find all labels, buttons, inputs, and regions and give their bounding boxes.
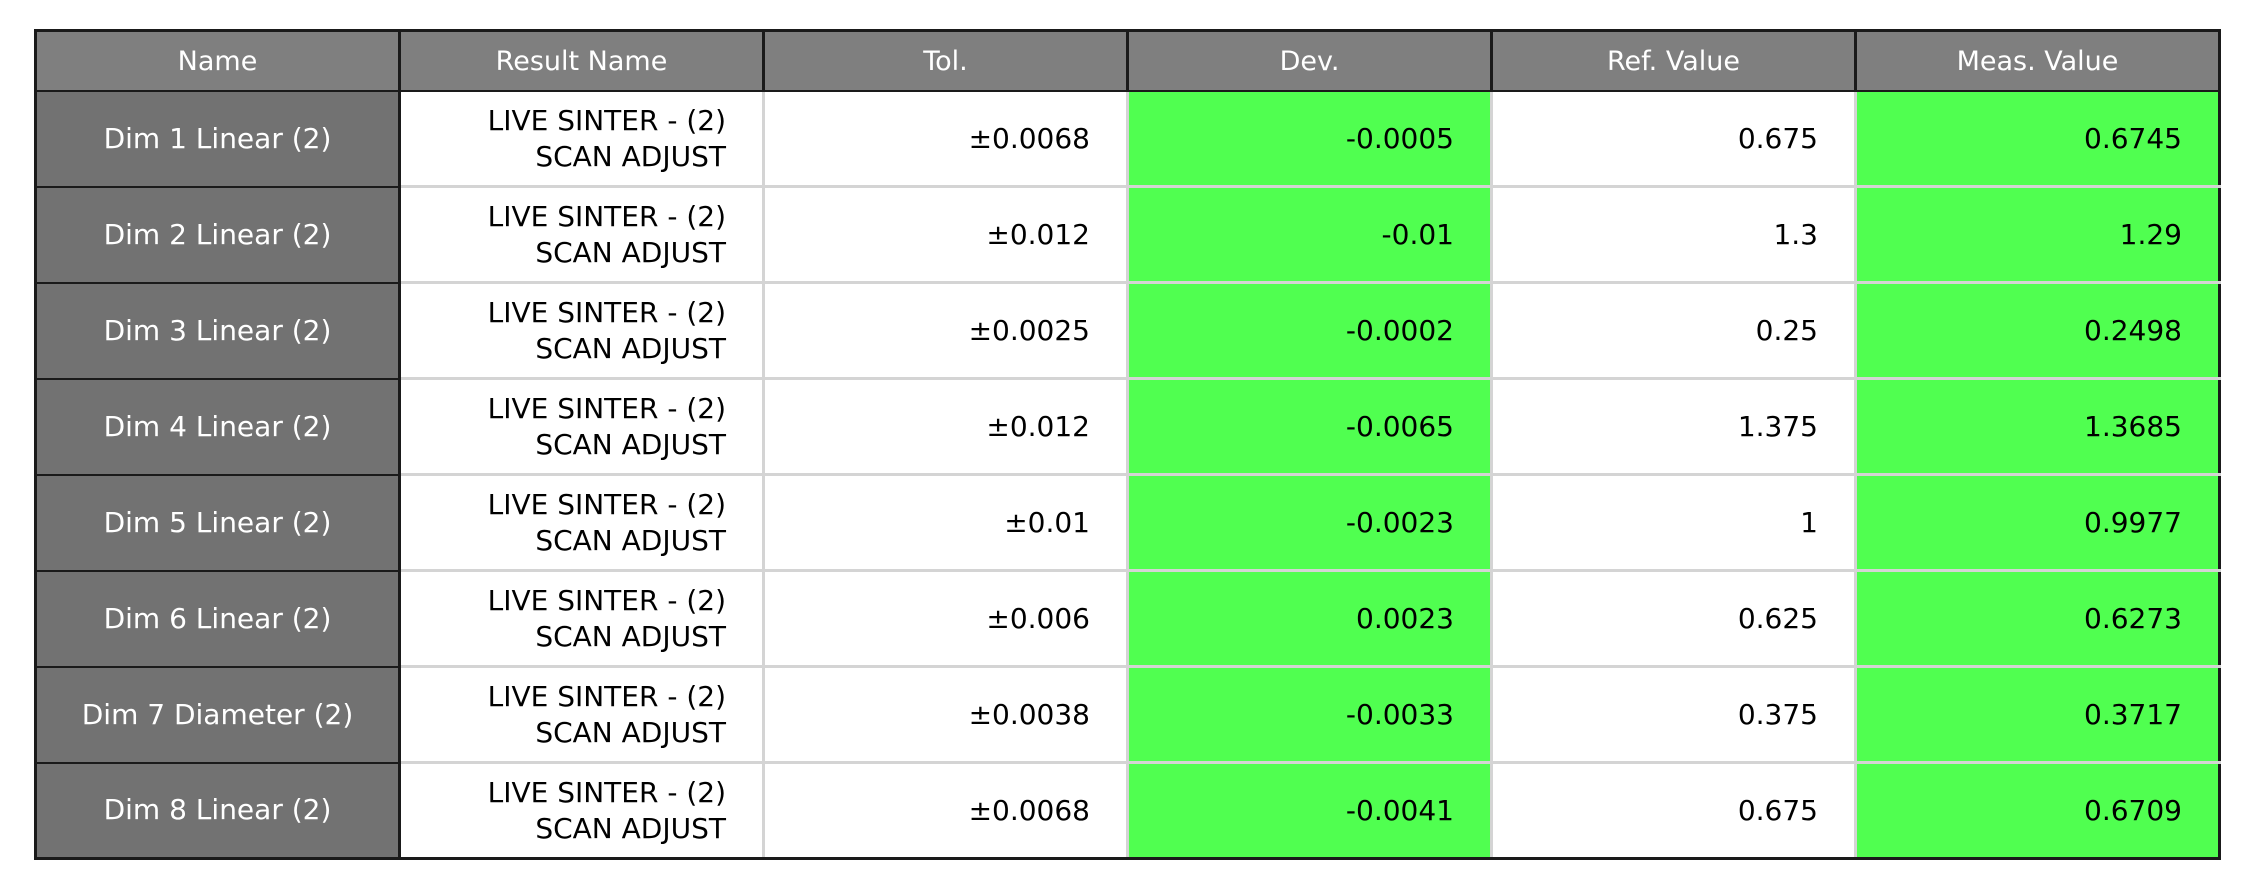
row-name-cell: Dim 4 Linear (2) [34, 378, 401, 476]
result-name-line-2: SCAN ADJUST [535, 139, 726, 173]
result-name-line-1: LIVE SINTER - (2) [487, 199, 726, 233]
row-deviation-cell: -0.01 [1126, 186, 1493, 284]
header-ref-value[interactable]: Ref. Value [1490, 30, 1857, 92]
row-deviation-cell: -0.0041 [1126, 762, 1493, 860]
row-result-name-cell: LIVE SINTER - (2) SCAN ADJUST [398, 91, 765, 188]
row-deviation-cell: -0.0002 [1126, 282, 1493, 380]
table-header: Name Result Name Tol. Dev. Ref. Value Me… [34, 30, 2221, 92]
row-result-name-cell: LIVE SINTER - (2) SCAN ADJUST [398, 378, 765, 476]
row-deviation-cell: -0.0065 [1126, 378, 1493, 476]
result-name-line-2: SCAN ADJUST [535, 331, 726, 365]
row-deviation-cell: -0.0023 [1126, 474, 1493, 572]
table-row[interactable]: Dim 5 Linear (2) LIVE SINTER - (2) SCAN AD… [34, 474, 2221, 572]
row-meas-value-cell: 0.9977 [1854, 474, 2221, 572]
result-name-line-1: LIVE SINTER - (2) [487, 487, 726, 521]
row-tolerance-cell: ±0.0025 [762, 282, 1129, 380]
row-result-name-cell: LIVE SINTER - (2) SCAN ADJUST [398, 666, 765, 764]
row-result-name-cell: LIVE SINTER - (2) SCAN ADJUST [398, 186, 765, 284]
header-row: Name Result Name Tol. Dev. Ref. Value Me… [34, 30, 2221, 92]
row-result-name-cell: LIVE SINTER - (2) SCAN ADJUST [398, 474, 765, 572]
row-tolerance-cell: ±0.0068 [762, 762, 1129, 860]
row-deviation-cell: 0.0023 [1126, 570, 1493, 668]
row-deviation-cell: -0.0005 [1126, 91, 1493, 188]
header-tolerance[interactable]: Tol. [762, 30, 1129, 92]
table-row[interactable]: Dim 3 Linear (2) LIVE SINTER - (2) SCAN AD… [34, 282, 2221, 380]
table-row[interactable]: Dim 2 Linear (2) LIVE SINTER - (2) SCAN AD… [34, 186, 2221, 284]
table-row[interactable]: Dim 7 Diameter (2) LIVE SINTER - (2) SCAN … [34, 666, 2221, 764]
header-meas-value[interactable]: Meas. Value [1854, 30, 2221, 92]
result-name-line-1: LIVE SINTER - (2) [487, 103, 726, 137]
row-name-cell: Dim 8 Linear (2) [34, 762, 401, 860]
row-tolerance-cell: ±0.01 [762, 474, 1129, 572]
results-table: Name Result Name Tol. Dev. Ref. Value Me… [34, 29, 2221, 860]
row-meas-value-cell: 0.6745 [1854, 91, 2221, 188]
row-result-name-cell: LIVE SINTER - (2) SCAN ADJUST [398, 762, 765, 860]
row-tolerance-cell: ±0.012 [762, 378, 1129, 476]
result-name-line-1: LIVE SINTER - (2) [487, 391, 726, 425]
table-body: Dim 1 Linear (2) LIVE SINTER - (2) SCAN AD… [34, 91, 2221, 860]
result-name-line-1: LIVE SINTER - (2) [487, 679, 726, 713]
row-tolerance-cell: ±0.012 [762, 186, 1129, 284]
row-meas-value-cell: 0.6273 [1854, 570, 2221, 668]
row-ref-value-cell: 0.675 [1490, 762, 1857, 860]
row-tolerance-cell: ±0.0038 [762, 666, 1129, 764]
row-ref-value-cell: 0.25 [1490, 282, 1857, 380]
result-name-line-2: SCAN ADJUST [535, 811, 726, 845]
result-name-line-2: SCAN ADJUST [535, 235, 726, 269]
row-meas-value-cell: 0.3717 [1854, 666, 2221, 764]
row-ref-value-cell: 0.625 [1490, 570, 1857, 668]
header-name[interactable]: Name [34, 30, 401, 92]
row-name-cell: Dim 6 Linear (2) [34, 570, 401, 668]
result-name-line-2: SCAN ADJUST [535, 427, 726, 461]
table-row[interactable]: Dim 8 Linear (2) LIVE SINTER - (2) SCAN AD… [34, 762, 2221, 860]
row-ref-value-cell: 1 [1490, 474, 1857, 572]
table-row[interactable]: Dim 6 Linear (2) LIVE SINTER - (2) SCAN AD… [34, 570, 2221, 668]
header-result-name[interactable]: Result Name [398, 30, 765, 92]
row-result-name-cell: LIVE SINTER - (2) SCAN ADJUST [398, 570, 765, 668]
row-ref-value-cell: 1.3 [1490, 186, 1857, 284]
row-name-cell: Dim 2 Linear (2) [34, 186, 401, 284]
row-meas-value-cell: 0.6709 [1854, 762, 2221, 860]
result-name-line-1: LIVE SINTER - (2) [487, 775, 726, 809]
row-meas-value-cell: 1.3685 [1854, 378, 2221, 476]
row-name-cell: Dim 1 Linear (2) [34, 91, 401, 188]
table-row[interactable]: Dim 4 Linear (2) LIVE SINTER - (2) SCAN AD… [34, 378, 2221, 476]
row-name-cell: Dim 3 Linear (2) [34, 282, 401, 380]
row-meas-value-cell: 0.2498 [1854, 282, 2221, 380]
result-name-line-2: SCAN ADJUST [535, 523, 726, 557]
result-name-line-2: SCAN ADJUST [535, 715, 726, 749]
row-ref-value-cell: 0.375 [1490, 666, 1857, 764]
header-deviation[interactable]: Dev. [1126, 30, 1493, 92]
row-tolerance-cell: ±0.006 [762, 570, 1129, 668]
row-ref-value-cell: 1.375 [1490, 378, 1857, 476]
row-meas-value-cell: 1.29 [1854, 186, 2221, 284]
table-row[interactable]: Dim 1 Linear (2) LIVE SINTER - (2) SCAN AD… [34, 91, 2221, 188]
row-result-name-cell: LIVE SINTER - (2) SCAN ADJUST [398, 282, 765, 380]
row-name-cell: Dim 5 Linear (2) [34, 474, 401, 572]
result-name-line-2: SCAN ADJUST [535, 619, 726, 653]
row-deviation-cell: -0.0033 [1126, 666, 1493, 764]
row-ref-value-cell: 0.675 [1490, 91, 1857, 188]
result-name-line-1: LIVE SINTER - (2) [487, 583, 726, 617]
result-name-line-1: LIVE SINTER - (2) [487, 295, 726, 329]
row-tolerance-cell: ±0.0068 [762, 91, 1129, 188]
row-name-cell: Dim 7 Diameter (2) [34, 666, 401, 764]
